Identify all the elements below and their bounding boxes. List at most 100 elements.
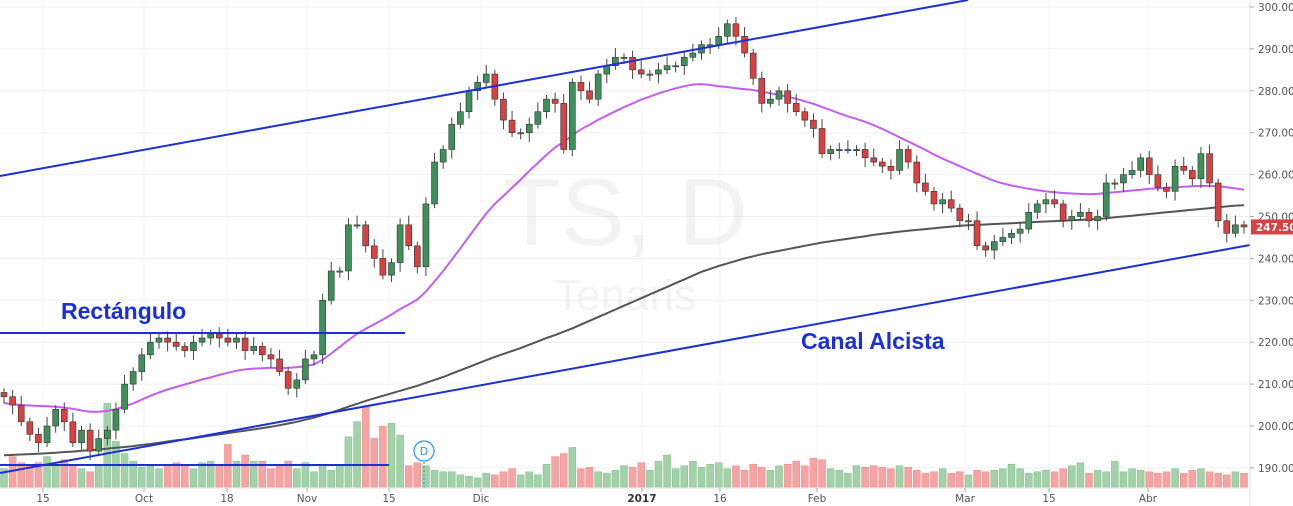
candle-down xyxy=(973,220,981,247)
volume-bar xyxy=(904,466,912,488)
drawn-trendlines[interactable] xyxy=(0,0,1251,474)
volume-bar xyxy=(439,471,447,488)
x-tick-label: Mar xyxy=(955,493,975,505)
volume-bar xyxy=(878,466,887,488)
volume-bar xyxy=(1093,470,1102,488)
candle-down xyxy=(215,333,223,339)
volume-bar xyxy=(327,470,335,488)
candle-up xyxy=(457,111,464,125)
volume-bar xyxy=(215,463,224,488)
candle-up xyxy=(775,90,783,100)
candle-down xyxy=(181,346,189,351)
volume-bar xyxy=(34,462,43,488)
price-axis[interactable]: 190.00200.00210.00220.00230.00240.00250.… xyxy=(1250,2,1293,475)
candle-down xyxy=(879,161,886,167)
candle-down xyxy=(1189,170,1196,180)
grid-lines xyxy=(0,0,1250,488)
candle-up xyxy=(612,56,619,66)
candle-up xyxy=(129,371,137,385)
volume-bar xyxy=(413,462,422,488)
candle-up xyxy=(999,237,1007,242)
annotation-rectangulo[interactable]: Rectángulo xyxy=(61,298,186,324)
candle-down xyxy=(0,392,8,397)
volume-bar xyxy=(671,468,680,488)
volume-bar xyxy=(86,471,94,488)
volume-bar xyxy=(818,459,826,488)
y-tick-label: 230.00 xyxy=(1258,295,1293,307)
volume-bar xyxy=(1128,468,1136,488)
volume-bar xyxy=(947,473,955,488)
annotation-canal-alcista[interactable]: Canal Alcista xyxy=(801,328,945,354)
candle-down xyxy=(870,157,878,163)
candle-down xyxy=(1214,182,1222,221)
moving-average-long-line xyxy=(3,204,1245,457)
volume-bar xyxy=(637,462,645,488)
volume-bar xyxy=(809,457,818,488)
candle-up xyxy=(672,65,679,68)
candle-down xyxy=(947,199,955,209)
candle-up xyxy=(293,379,301,389)
candle-down xyxy=(913,161,921,184)
candle-down xyxy=(758,77,766,104)
candle-down xyxy=(749,52,757,79)
y-tick-label: 260.00 xyxy=(1258,170,1293,182)
candle-up xyxy=(250,346,258,351)
volume-bar xyxy=(611,470,620,488)
volume-bar xyxy=(155,468,163,488)
y-tick-label: 300.00 xyxy=(1258,2,1293,14)
candle-down xyxy=(1223,220,1231,234)
volume-bar xyxy=(456,474,465,488)
candle-up xyxy=(655,69,662,75)
candle-up xyxy=(844,149,852,151)
candle-down xyxy=(637,69,645,75)
volume-bar xyxy=(1059,468,1067,488)
volume-bar xyxy=(60,459,69,488)
candle-up xyxy=(1120,174,1127,184)
candle-up xyxy=(310,354,318,360)
candle-up xyxy=(680,56,688,66)
volume-bar xyxy=(603,473,611,488)
candle-down xyxy=(9,396,16,406)
volume-bar xyxy=(938,468,947,488)
candle-down xyxy=(560,103,568,150)
dividend-marker-label: D xyxy=(420,445,428,458)
candle-up xyxy=(112,408,120,431)
candle-up xyxy=(1025,212,1033,230)
candle-up xyxy=(439,149,447,163)
volume-bar xyxy=(542,463,551,488)
candle-up xyxy=(345,224,352,272)
candle-down xyxy=(1145,157,1153,175)
volume-bar xyxy=(129,460,137,488)
volume-bar xyxy=(1007,463,1016,488)
candle-up xyxy=(396,224,404,263)
volume-bar xyxy=(1042,470,1050,488)
volume-bar xyxy=(77,468,86,488)
candle-up xyxy=(1068,216,1076,221)
volume-bar xyxy=(1145,471,1154,488)
volume-bar xyxy=(482,473,490,488)
channel-lower-line[interactable] xyxy=(0,244,1251,474)
volume-bar xyxy=(94,465,103,488)
candle-down xyxy=(1085,212,1093,221)
candle-up xyxy=(327,270,335,301)
volume-bar xyxy=(956,471,964,488)
candle-down xyxy=(276,358,283,372)
candle-down xyxy=(508,119,516,133)
candle-down xyxy=(861,149,869,159)
volume-bar xyxy=(1136,470,1145,488)
volume-bar xyxy=(206,460,215,488)
channel-upper-line[interactable] xyxy=(0,0,969,177)
volume-bar xyxy=(241,454,249,488)
x-tick-label: 15 xyxy=(36,493,49,505)
candle-down xyxy=(164,337,171,343)
candle-up xyxy=(853,149,860,151)
volume-bar xyxy=(1050,471,1059,488)
time-axis[interactable]: 15 Oct 18 Nov 15 Dic 2017 16 Feb Mar 15 Abr xyxy=(36,488,1158,505)
dividend-marker[interactable]: D xyxy=(413,440,435,488)
candle-down xyxy=(922,182,929,192)
volume-bar xyxy=(1024,473,1033,488)
volume-bar xyxy=(680,465,689,488)
candle-up xyxy=(336,270,344,273)
volume-bar xyxy=(921,473,930,488)
